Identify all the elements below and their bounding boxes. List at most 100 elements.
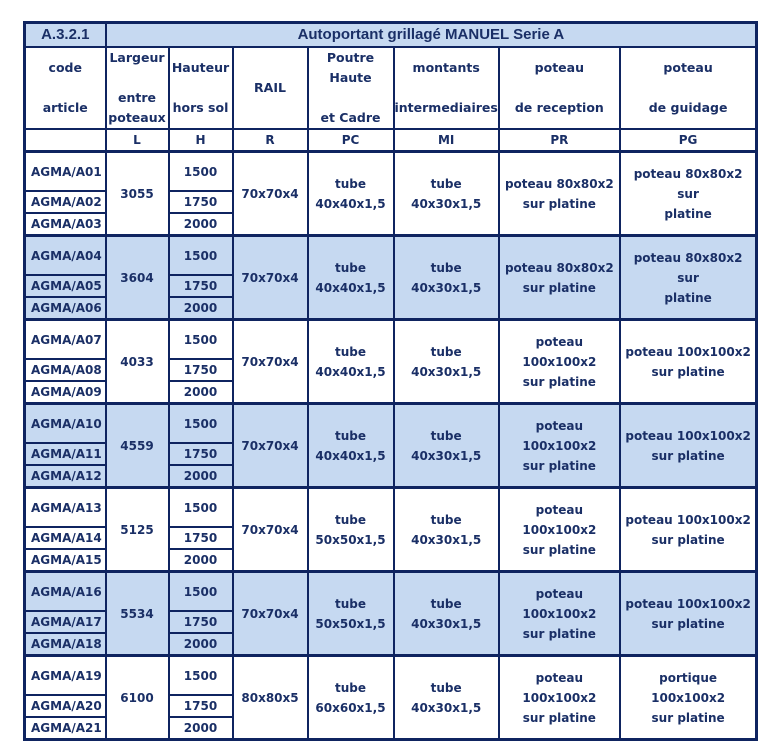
article-code: AGMA/A18: [23, 632, 107, 657]
article-code: AGMA/A09: [23, 380, 107, 405]
hauteur-value: 1750: [167, 610, 234, 634]
cell-line: poteau 80x80x2: [504, 260, 614, 275]
article-code: AGMA/A11: [23, 442, 107, 466]
cell-line: [501, 78, 618, 98]
article-code: AGMA/A01: [23, 150, 107, 192]
cell-line: Largeur: [109, 50, 165, 65]
cell-line: hors sol: [172, 100, 229, 115]
hauteur-value: 1750: [167, 442, 234, 466]
poutre-value: tube 40x40x1,5: [306, 402, 395, 489]
symbol-largeur: L: [104, 128, 170, 153]
symbol-hauteur: H: [167, 128, 234, 153]
poutre-value: tube 40x40x1,5: [306, 150, 395, 237]
table-row: AGMA/A18 2000: [23, 632, 757, 657]
montants-value: tube 40x30x1,5: [392, 318, 500, 405]
rail-value: 80x80x5: [231, 654, 309, 741]
hauteur-value: 1500: [167, 150, 234, 192]
cell-line: tube: [334, 428, 366, 443]
poteau-guidage-value: poteau 100x100x2 sur platine: [618, 486, 758, 573]
header-row: code article Largeur entre poteaux Hauteur hor…: [23, 46, 758, 130]
cell-line: tube: [334, 596, 366, 611]
symbol-poutre-haute: PC: [306, 128, 395, 153]
table-row: AGMA/A12 2000: [23, 464, 757, 489]
hauteur-value: 1500: [167, 654, 234, 696]
poutre-value: tube 40x40x1,5: [306, 234, 395, 321]
hauteur-value: 2000: [167, 548, 234, 573]
title-row: A.3.2.1 Autoportant grillagé MANUEL Seri…: [23, 21, 758, 48]
article-code: AGMA/A04: [23, 234, 107, 276]
poutre-value: tube 60x60x1,5: [306, 654, 395, 741]
cell-line: 40x40x1,5: [315, 364, 386, 379]
hauteur-value: 1500: [167, 570, 234, 612]
header-rail: RAIL: [231, 46, 309, 130]
cell-line: poteau: [663, 60, 713, 75]
rail-value: 70x70x4: [231, 486, 309, 573]
hauteur-value: 1750: [167, 694, 234, 718]
article-code: AGMA/A16: [23, 570, 107, 612]
poteau-reception-value: poteau 100x100x2 sur platine: [497, 486, 621, 573]
table-row: AGMA/A06 2000: [23, 296, 757, 321]
poutre-value: tube 40x40x1,5: [306, 318, 395, 405]
montants-value: tube 40x30x1,5: [392, 486, 500, 573]
montants-value: tube 40x30x1,5: [392, 150, 500, 237]
article-code: AGMA/A15: [23, 548, 107, 573]
poteau-reception-value: poteau 100x100x2 sur platine: [497, 318, 621, 405]
cell-line: poteau 100x100x2: [625, 428, 751, 443]
article-code: AGMA/A03: [23, 212, 107, 237]
rail-value: 70x70x4: [231, 150, 309, 237]
montants-value: tube 40x30x1,5: [392, 234, 500, 321]
cell-line: poteau 80x80x2 sur: [633, 250, 743, 285]
cell-line: sur platine: [651, 616, 725, 631]
cell-line: tube: [334, 344, 366, 359]
poteau-reception-value: poteau 80x80x2 sur platine: [497, 234, 621, 321]
header-poteau-guidage: poteau de guidage: [618, 46, 758, 130]
table-row: AGMA/A13 5125 1500 70x70x4 tube 50x50x1,5 tube…: [23, 486, 758, 573]
rail-value: 70x70x4: [231, 570, 309, 657]
poteau-guidage-value: poteau 100x100x2 sur platine: [618, 402, 758, 489]
hauteur-value: 2000: [167, 464, 234, 489]
poteau-reception-value: poteau 100x100x2 sur platine: [497, 570, 621, 657]
cell-line: [171, 78, 231, 98]
cell-line: sur platine: [522, 374, 596, 389]
cell-line: 40x40x1,5: [315, 448, 386, 463]
cell-line: platine: [664, 206, 712, 221]
poteau-guidage-value: poteau 100x100x2 sur platine: [618, 570, 758, 657]
cell-line: poteau 80x80x2 sur: [633, 166, 743, 201]
article-code: AGMA/A08: [23, 358, 107, 382]
cell-line: montants: [412, 60, 480, 75]
cell-line: [396, 78, 497, 98]
rail-value: 70x70x4: [231, 402, 309, 489]
cell-line: portique 100x100x2: [651, 670, 726, 705]
cell-line: poteaux: [108, 110, 166, 125]
poteau-guidage-value: poteau 80x80x2 sur platine: [618, 234, 758, 321]
poteau-guidage-value: poteau 80x80x2 sur platine: [618, 150, 758, 237]
cell-line: sur platine: [522, 542, 596, 557]
rail-value: 70x70x4: [231, 318, 309, 405]
cell-line: Poutre: [326, 50, 375, 65]
cell-line: 40x40x1,5: [315, 196, 386, 211]
hauteur-value: 1500: [167, 486, 234, 528]
symbol-poteau-guidage: PG: [618, 128, 758, 153]
table-row: AGMA/A02 1750: [23, 190, 757, 214]
header-poutre-haute: Poutre Haute et Cadre: [306, 46, 395, 130]
cell-line: poteau 80x80x2: [504, 176, 614, 191]
cell-line: Haute: [329, 70, 372, 85]
cell-line: poteau 100x100x2: [522, 502, 597, 537]
poteau-guidage-value: portique 100x100x2 sur platine: [618, 654, 758, 741]
table-row: AGMA/A05 1750: [23, 274, 757, 298]
hauteur-value: 1500: [167, 234, 234, 276]
largeur-value: 5534: [104, 570, 170, 657]
poteau-guidage-value: poteau 100x100x2 sur platine: [618, 318, 758, 405]
table-row: AGMA/A15 2000: [23, 548, 757, 573]
largeur-value: 5125: [104, 486, 170, 573]
table-row: AGMA/A04 3604 1500 70x70x4 tube 40x40x1,5 tube…: [23, 234, 758, 321]
header-hauteur: Hauteur hors sol: [167, 46, 234, 130]
cell-line: poteau 100x100x2: [522, 586, 597, 621]
hauteur-value: 2000: [167, 296, 234, 321]
article-code: AGMA/A13: [23, 486, 107, 528]
header-montants: montants intermediaires: [392, 46, 500, 130]
cell-line: poteau 100x100x2: [625, 512, 751, 527]
cell-line: RAIL: [254, 80, 286, 95]
hauteur-value: 1500: [167, 402, 234, 444]
cell-line: [27, 78, 104, 98]
